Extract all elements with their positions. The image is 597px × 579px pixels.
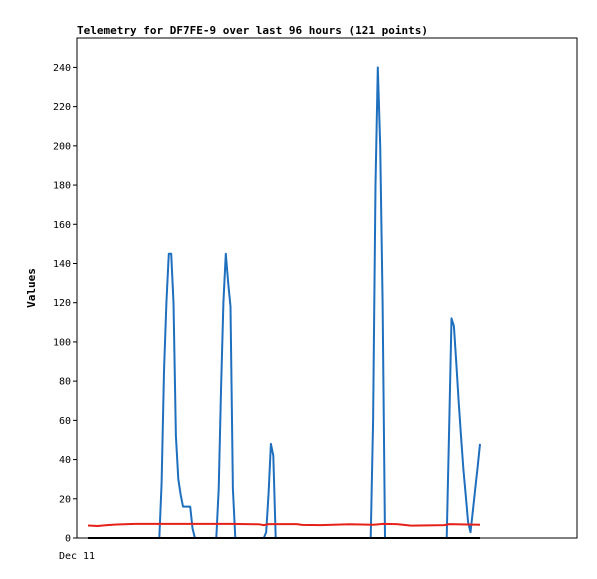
y-tick-label: 220 [53, 102, 71, 113]
telemetry-series-2-line [87, 522, 481, 527]
y-tick-label: 40 [59, 455, 71, 466]
y-tick-label: 140 [53, 259, 71, 270]
y-tick-label: 160 [53, 220, 71, 231]
y-tick-label: 180 [53, 181, 71, 192]
y-tick-label: 0 [65, 534, 71, 545]
y-tick-label: 20 [59, 494, 71, 505]
x-tick-label: Dec 11 [59, 551, 95, 562]
y-tick-label: 200 [53, 141, 71, 152]
y-tick-label: 100 [53, 337, 71, 348]
y-axis-label: Values [25, 268, 38, 308]
y-axis-ticks: 0 20 40 60 80 100 120 140 160 180 200 220 240 [53, 63, 77, 545]
telemetry-series-1-line [158, 66, 481, 539]
chart-title: Telemetry for DF7FE-9 over last 96 hours… [77, 24, 428, 37]
y-tick-label: 240 [53, 63, 71, 74]
y-tick-label: 80 [59, 377, 71, 388]
y-tick-label: 120 [53, 298, 71, 309]
y-tick-label: 60 [59, 416, 71, 427]
plot-frame [76, 37, 578, 539]
series-layer [87, 66, 481, 539]
